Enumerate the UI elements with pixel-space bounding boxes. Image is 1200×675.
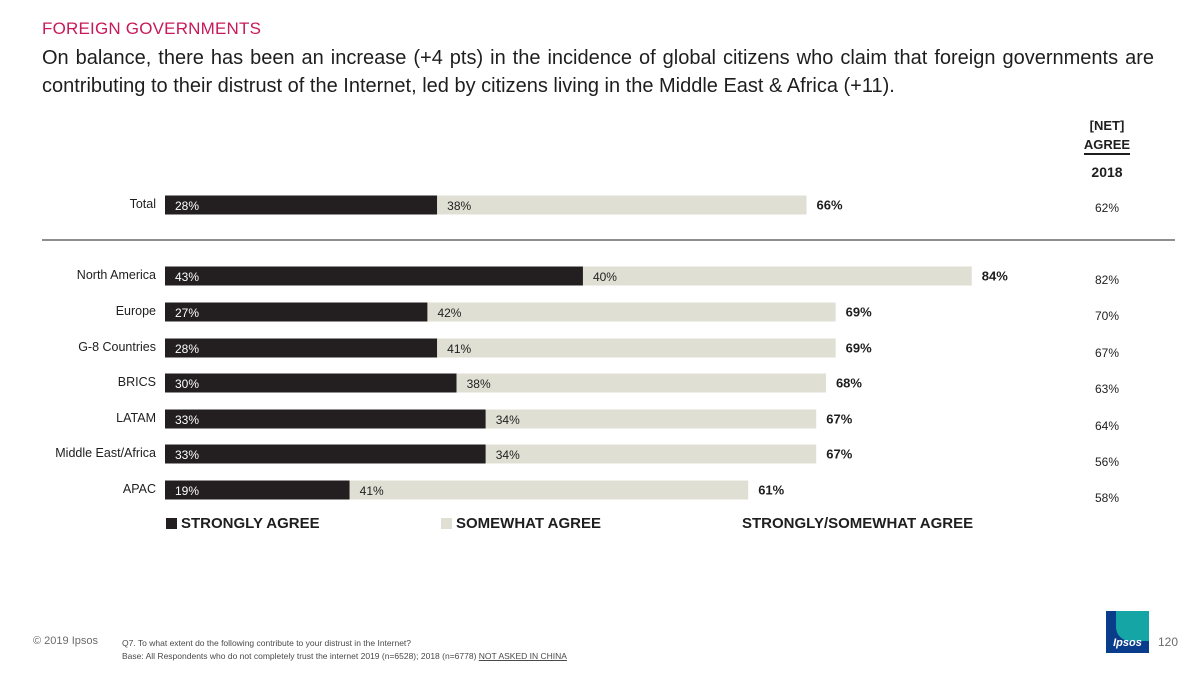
data-label-net: 69% — [846, 305, 872, 320]
category-label: BRICS — [118, 375, 156, 389]
data-label-strongly: 28% — [175, 342, 199, 356]
legend-text-strongly: STRONGLY AGREE — [181, 515, 320, 532]
logo-text: Ipsos — [1113, 637, 1142, 649]
net-label: [NET] — [1089, 118, 1125, 133]
data-label-strongly: 43% — [175, 270, 199, 284]
data-label-somewhat: 34% — [496, 413, 520, 427]
category-label: Total — [130, 197, 156, 211]
legend-swatch-strongly — [166, 518, 177, 529]
ipsos-logo: Ipsos — [1106, 611, 1149, 653]
agree-label: AGREE — [1083, 137, 1131, 155]
footnote-base: Base: All Respondents who do not complet… — [122, 651, 567, 661]
legend-text-somewhat: SOMEWHAT AGREE — [456, 515, 601, 532]
bar-somewhat-agree — [427, 302, 836, 322]
bar-strongly-agree — [165, 409, 486, 429]
bar-strongly-agree — [165, 480, 350, 500]
data-label-somewhat: 41% — [360, 484, 384, 498]
net-2018-value: 64% — [1095, 419, 1119, 433]
net-2018-value: 62% — [1095, 201, 1119, 215]
bar-strongly-agree — [165, 302, 428, 322]
net-2018-value: 82% — [1095, 273, 1119, 287]
headline: On balance, there has been an increase (… — [42, 47, 1154, 97]
bar-somewhat-agree — [437, 338, 836, 358]
legend-strongly-agree: STRONGLY AGREE — [166, 515, 320, 532]
bar-strongly-agree — [165, 373, 457, 393]
bar-somewhat-agree — [456, 373, 826, 393]
bar-somewhat-agree — [582, 266, 972, 286]
data-label-somewhat: 38% — [447, 199, 471, 213]
legend-swatch-somewhat — [441, 518, 452, 529]
net-2018-value: 67% — [1095, 346, 1119, 360]
footnote-question: Q7. To what extent do the following cont… — [122, 638, 412, 648]
category-label: LATAM — [116, 411, 156, 425]
bar-somewhat-agree — [349, 480, 749, 500]
section-title: FOREIGN GOVERNMENTS — [42, 19, 262, 38]
bar-somewhat-agree — [485, 409, 817, 429]
not-asked-china: NOT ASKED IN CHINA — [478, 651, 567, 661]
net-2018-value: 70% — [1095, 309, 1119, 323]
data-label-net: 66% — [817, 198, 843, 213]
category-label: Europe — [116, 304, 156, 318]
data-label-strongly: 33% — [175, 448, 199, 462]
bar-somewhat-agree — [437, 195, 807, 215]
bar-strongly-agree — [165, 195, 438, 215]
copyright: © 2019 Ipsos — [33, 635, 98, 647]
data-label-somewhat: 38% — [467, 377, 491, 391]
data-label-somewhat: 34% — [496, 448, 520, 462]
net-2018-value: 63% — [1095, 382, 1119, 396]
data-label-strongly: 30% — [175, 377, 199, 391]
category-label: Middle East/Africa — [55, 446, 156, 460]
data-label-net: 67% — [826, 447, 852, 462]
bar-strongly-agree — [165, 338, 438, 358]
category-label: APAC — [123, 482, 156, 496]
data-label-strongly: 19% — [175, 484, 199, 498]
data-label-somewhat: 40% — [593, 270, 617, 284]
year-2018-label: 2018 — [1091, 164, 1123, 180]
net-2018-value: 58% — [1095, 491, 1119, 505]
data-label-somewhat: 41% — [447, 342, 471, 356]
category-label: North America — [77, 268, 156, 282]
logo-mark — [1116, 611, 1149, 641]
data-label-net: 68% — [836, 376, 862, 391]
bar-strongly-agree — [165, 266, 583, 286]
legend-net: STRONGLY/SOMEWHAT AGREE — [742, 515, 974, 532]
net-2018-value: 56% — [1095, 455, 1119, 469]
page-number: 120 — [1158, 635, 1179, 649]
bar-strongly-agree — [165, 444, 486, 464]
bar-somewhat-agree — [485, 444, 817, 464]
data-label-strongly: 33% — [175, 413, 199, 427]
data-label-strongly: 27% — [175, 306, 199, 320]
data-label-net: 84% — [982, 269, 1008, 284]
legend-somewhat-agree: SOMEWHAT AGREE — [441, 515, 601, 532]
data-label-net: 67% — [826, 412, 852, 427]
category-label: G-8 Countries — [78, 340, 156, 354]
data-label-net: 69% — [846, 341, 872, 356]
data-label-net: 61% — [758, 483, 784, 498]
data-label-somewhat: 42% — [437, 306, 461, 320]
data-label-strongly: 28% — [175, 199, 199, 213]
footnote: Q7. To what extent do the following cont… — [122, 637, 567, 663]
